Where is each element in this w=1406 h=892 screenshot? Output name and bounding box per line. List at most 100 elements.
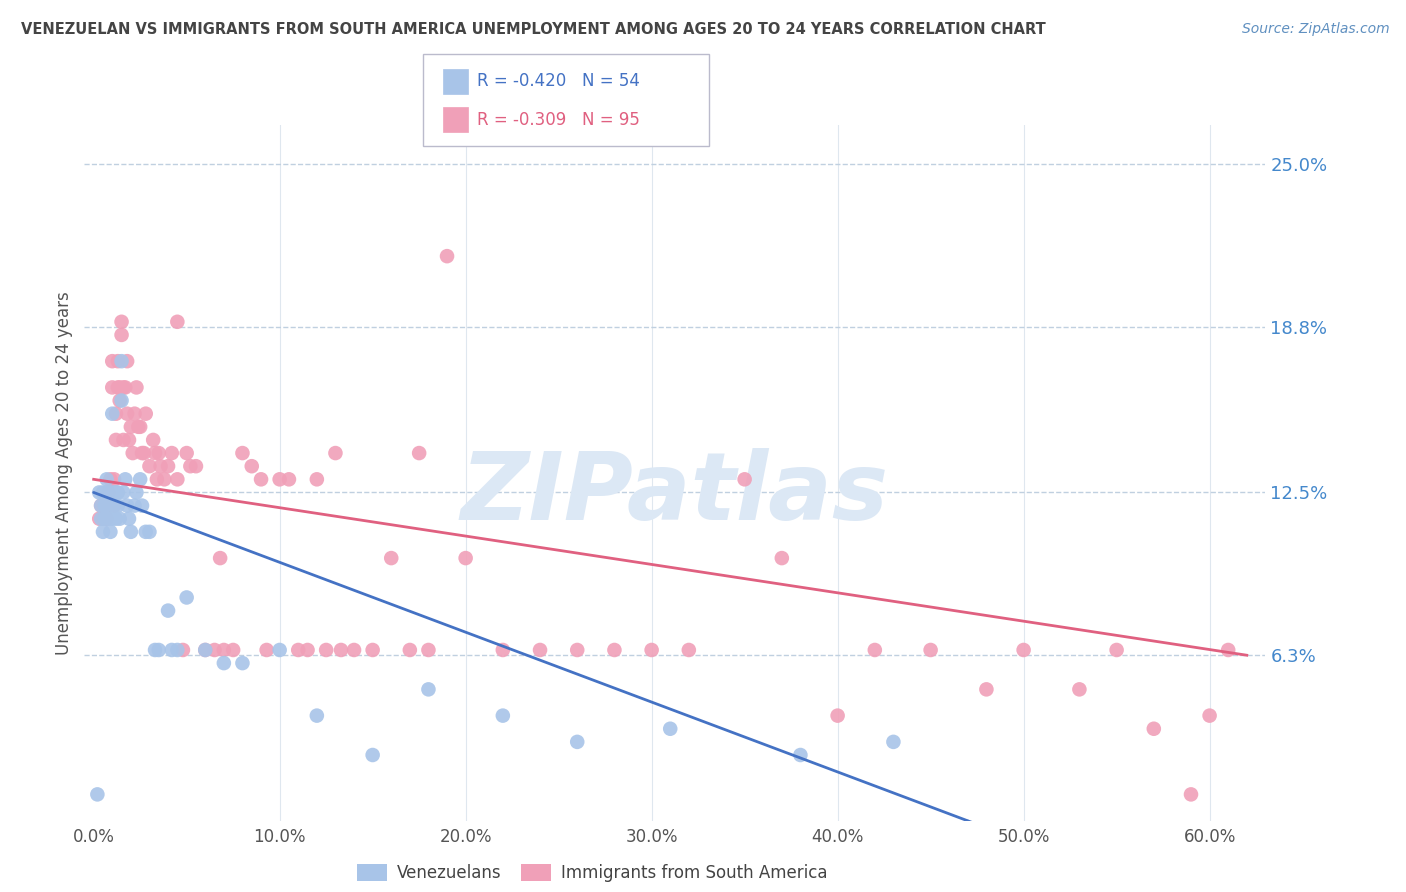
Point (148, 643, 170, 657)
Point (125, 380, 148, 394)
Point (976, 682, 998, 697)
Point (127, 419, 149, 434)
Point (107, 380, 129, 394)
Point (103, 485, 125, 500)
Point (115, 499, 138, 513)
Point (132, 446, 155, 460)
Point (110, 354, 132, 368)
Point (149, 459, 172, 474)
Point (142, 433, 165, 447)
Point (567, 643, 589, 657)
Point (101, 512, 124, 526)
Point (325, 446, 347, 460)
Point (104, 485, 127, 500)
Point (103, 472, 125, 486)
Point (108, 393, 131, 408)
Point (112, 433, 135, 447)
Point (129, 419, 152, 434)
Point (101, 407, 124, 421)
Point (269, 643, 291, 657)
Point (118, 512, 141, 526)
Point (166, 315, 188, 329)
Text: R = -0.309   N = 95: R = -0.309 N = 95 (477, 111, 640, 128)
Point (1218, 643, 1240, 657)
Point (1180, 788, 1202, 802)
Point (166, 643, 188, 657)
Point (882, 735, 904, 749)
Point (343, 643, 366, 657)
Point (454, 551, 477, 566)
Point (131, 446, 153, 460)
Point (101, 354, 124, 368)
Point (121, 446, 143, 460)
Point (101, 380, 124, 394)
Point (1012, 643, 1035, 657)
Point (108, 512, 131, 526)
Point (153, 472, 176, 486)
Point (734, 472, 756, 486)
Point (138, 524, 160, 539)
Point (120, 524, 142, 539)
Point (97, 499, 120, 513)
Point (1198, 708, 1220, 723)
Point (827, 708, 849, 723)
Point (90, 499, 112, 513)
Point (678, 643, 700, 657)
Point (91, 512, 114, 526)
Point (231, 446, 253, 460)
Point (361, 643, 384, 657)
Point (603, 643, 626, 657)
Point (305, 472, 328, 486)
Point (94, 512, 117, 526)
Point (297, 643, 319, 657)
Point (118, 433, 141, 447)
Point (91, 485, 114, 500)
Point (91, 524, 114, 539)
Text: R = -0.420   N = 54: R = -0.420 N = 54 (477, 72, 640, 90)
Point (96, 485, 118, 500)
Point (143, 643, 166, 657)
Point (94, 512, 117, 526)
Point (110, 393, 132, 408)
Point (418, 682, 440, 697)
Point (1069, 682, 1091, 697)
Point (492, 708, 515, 723)
Point (89, 512, 111, 526)
Point (315, 643, 337, 657)
Point (100, 472, 122, 486)
Point (209, 551, 232, 566)
Text: Source: ZipAtlas.com: Source: ZipAtlas.com (1241, 22, 1389, 37)
Point (184, 459, 207, 474)
Point (114, 472, 136, 486)
Point (770, 551, 793, 566)
Point (330, 643, 353, 657)
Point (90, 512, 112, 526)
Point (157, 604, 180, 618)
Point (204, 643, 226, 657)
Point (492, 643, 515, 657)
Y-axis label: Unemployment Among Ages 20 to 24 years: Unemployment Among Ages 20 to 24 years (55, 291, 73, 655)
Point (166, 472, 188, 486)
Point (125, 485, 148, 500)
Point (100, 524, 122, 539)
Point (436, 249, 458, 263)
Point (131, 499, 153, 513)
Point (212, 656, 235, 670)
Point (129, 472, 152, 486)
Point (148, 446, 170, 460)
Point (176, 591, 198, 605)
Point (222, 643, 245, 657)
Point (287, 643, 309, 657)
Point (138, 459, 160, 474)
Point (120, 419, 142, 434)
Point (305, 708, 328, 723)
Point (418, 643, 440, 657)
Point (94, 499, 117, 513)
Point (789, 747, 811, 762)
Text: VENEZUELAN VS IMMIGRANTS FROM SOUTH AMERICA UNEMPLOYMENT AMONG AGES 20 TO 24 YEA: VENEZUELAN VS IMMIGRANTS FROM SOUTH AMER… (21, 22, 1046, 37)
Point (380, 551, 402, 566)
Point (212, 643, 235, 657)
Point (97, 499, 120, 513)
Point (115, 354, 138, 368)
Text: ZIPatlas: ZIPatlas (461, 448, 889, 540)
